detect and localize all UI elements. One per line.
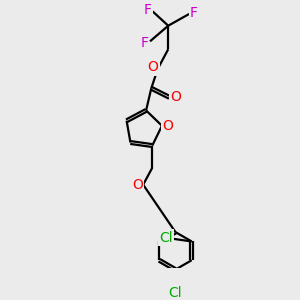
Text: O: O: [132, 178, 143, 192]
Text: Cl: Cl: [159, 230, 173, 244]
Text: O: O: [148, 60, 159, 74]
Text: O: O: [162, 119, 173, 133]
Text: Cl: Cl: [169, 286, 182, 300]
Text: F: F: [140, 36, 148, 50]
Text: O: O: [170, 90, 181, 104]
Text: F: F: [144, 3, 152, 17]
Text: F: F: [190, 6, 198, 20]
